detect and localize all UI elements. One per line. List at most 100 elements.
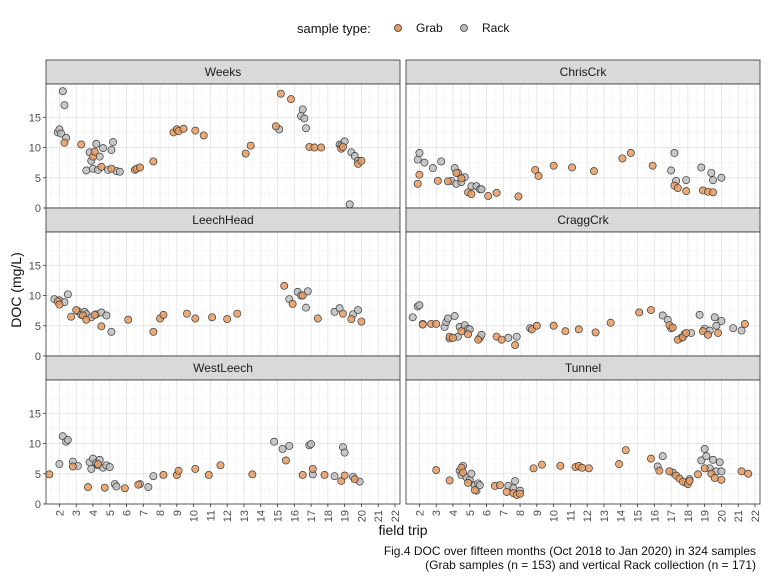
x-tick-label: 22	[750, 510, 762, 522]
x-tick-label: 16	[649, 510, 661, 522]
point-rack	[729, 324, 738, 333]
x-tick-label: 11	[205, 510, 217, 521]
point-grab	[97, 322, 106, 331]
point-rack	[408, 313, 417, 322]
panel-westleech: WestLeech 0 5 10 15	[29, 355, 401, 511]
point-rack	[300, 114, 309, 123]
point-rack	[697, 456, 706, 465]
x-tick-label: 10	[549, 510, 561, 522]
point-grab	[241, 149, 250, 158]
panel-border	[405, 379, 761, 505]
point-grab	[149, 327, 158, 336]
point-grab	[578, 463, 587, 472]
point-grab	[432, 319, 441, 328]
point-grab	[339, 309, 347, 318]
point-grab	[709, 188, 717, 197]
point-grab	[357, 317, 366, 326]
point-grab	[233, 309, 242, 318]
point-grab	[470, 486, 479, 495]
x-tick-label: 8	[155, 510, 167, 516]
point-grab	[457, 327, 466, 336]
point-rack	[717, 467, 726, 476]
point-grab	[339, 142, 347, 151]
point-grab	[704, 330, 712, 339]
point-grab	[529, 464, 538, 473]
point-rack	[658, 452, 667, 461]
point-grab	[347, 315, 356, 324]
x-axis-label: field trip	[378, 522, 427, 538]
point-grab	[276, 89, 285, 98]
point-grab	[502, 487, 511, 496]
panel-title-westleech: WestLeech	[193, 361, 253, 375]
point-grab	[310, 143, 319, 152]
point-grab	[286, 95, 295, 104]
point-grab	[449, 333, 457, 342]
x-tick-label: 13	[599, 510, 611, 522]
point-grab	[90, 147, 99, 156]
point-rack	[99, 144, 107, 153]
point-rack	[670, 149, 679, 157]
panel-title-chriscrk: ChrisCrk	[560, 65, 608, 79]
point-grab	[665, 467, 674, 476]
y-tick-label: 5	[35, 173, 41, 185]
point-grab	[191, 464, 200, 473]
point-grab	[457, 174, 466, 183]
panel-craggcrk: CraggCrk	[405, 207, 761, 357]
x-tick-label: 7	[498, 510, 510, 516]
point-grab	[107, 164, 116, 173]
point-grab	[626, 149, 635, 157]
y-tick-label: 0	[35, 351, 41, 363]
point-grab	[182, 309, 191, 318]
point-grab	[737, 467, 746, 476]
point-rack	[702, 452, 711, 461]
point-grab	[574, 325, 583, 334]
y-tick-label: 5	[35, 469, 41, 481]
point-rack	[710, 313, 719, 322]
point-rack	[715, 458, 724, 467]
point-rack	[303, 287, 312, 296]
point-grab	[693, 470, 702, 479]
y-tick-label: 15	[29, 112, 41, 124]
panel-strip	[45, 207, 401, 233]
point-grab	[568, 163, 577, 172]
point-grab	[77, 140, 86, 149]
point-grab	[646, 306, 655, 314]
point-grab	[492, 188, 501, 197]
point-grab	[682, 187, 691, 196]
point-rack	[92, 139, 101, 148]
point-grab	[459, 468, 467, 477]
point-rack	[105, 463, 114, 472]
x-tick-label: 22	[390, 510, 402, 522]
x-tick-label: 21	[733, 510, 745, 522]
x-tick-label: 3	[431, 510, 443, 516]
y-tick-label: 10	[29, 143, 41, 155]
caption-line-1: Fig.4 DOC over fifteen months (Oct 2018 …	[383, 544, 756, 558]
point-grab	[615, 460, 624, 469]
panel-leechhead: LeechHead 0 5 10 15	[29, 207, 401, 363]
y-tick-label: 0	[35, 203, 41, 215]
point-rack	[682, 176, 691, 185]
x-tick-label: 6	[122, 510, 134, 516]
point-grab	[432, 466, 441, 475]
point-grab	[298, 471, 307, 479]
x-tick-label: 18	[683, 510, 695, 522]
point-grab	[248, 470, 257, 479]
point-rack	[709, 455, 717, 464]
panels: Weeks 0 5 10 15 ChrisCrk LeechHead 0 5 10 15 CraggC…	[29, 59, 761, 511]
point-grab	[179, 124, 188, 133]
point-grab	[246, 141, 255, 150]
point-rack	[415, 149, 424, 157]
y-axis-label: DOC (mg/L)	[8, 252, 24, 327]
point-grab	[584, 464, 593, 473]
x-tick-label: 13	[239, 510, 251, 522]
point-grab	[308, 464, 317, 473]
point-rack	[443, 314, 452, 323]
x-tick-label: 2	[414, 510, 426, 516]
point-grab	[174, 466, 183, 475]
point-grab	[710, 474, 719, 482]
point-grab	[561, 327, 570, 336]
point-grab	[124, 315, 133, 324]
point-grab	[134, 480, 143, 489]
point-grab	[740, 319, 749, 328]
